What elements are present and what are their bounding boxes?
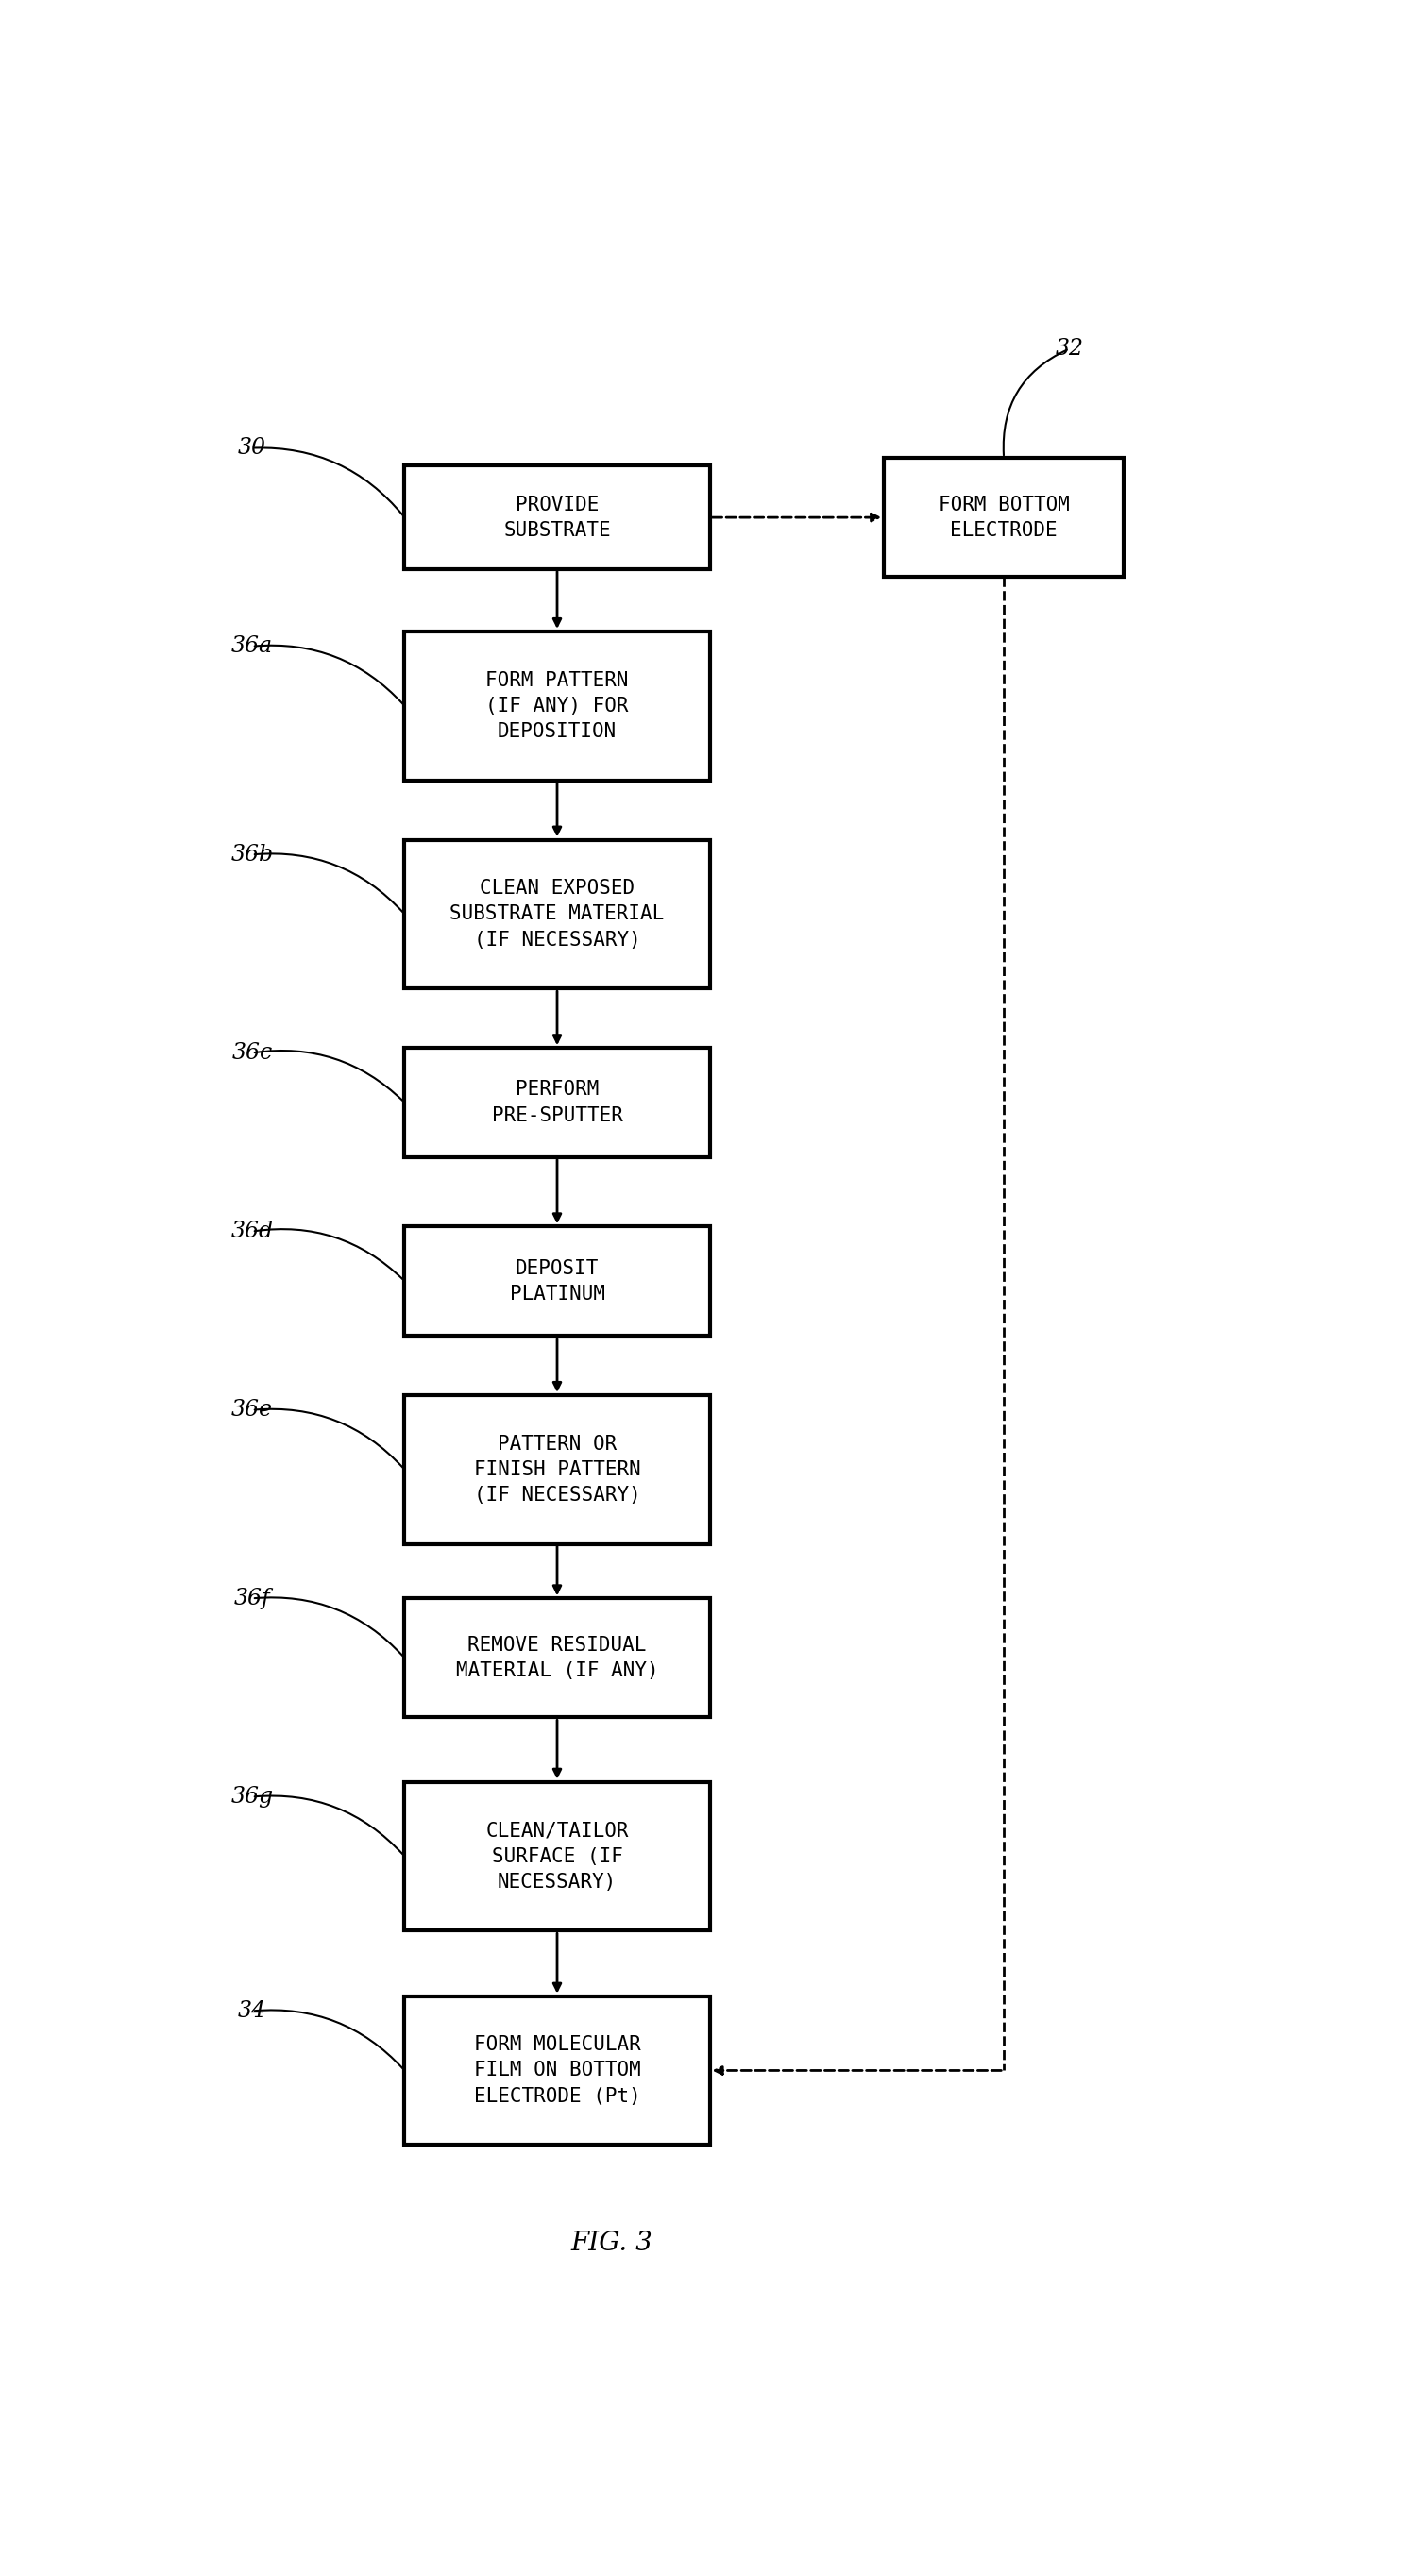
Text: 34: 34	[238, 1999, 266, 2022]
Text: PATTERN OR
FINISH PATTERN
(IF NECESSARY): PATTERN OR FINISH PATTERN (IF NECESSARY)	[474, 1435, 641, 1504]
Text: 36g: 36g	[231, 1785, 273, 1808]
Bar	[405, 466, 710, 569]
Text: REMOVE RESIDUAL
MATERIAL (IF ANY): REMOVE RESIDUAL MATERIAL (IF ANY)	[456, 1636, 658, 1680]
Text: 32: 32	[1054, 337, 1084, 361]
Text: 36a: 36a	[231, 636, 273, 657]
Text: 36b: 36b	[231, 845, 273, 866]
Bar	[405, 631, 710, 781]
Text: 36c: 36c	[232, 1043, 273, 1064]
Text: PERFORM
PRE-SPUTTER: PERFORM PRE-SPUTTER	[492, 1079, 623, 1126]
Bar	[405, 1597, 710, 1718]
Text: FORM MOLECULAR
FILM ON BOTTOM
ELECTRODE (Pt): FORM MOLECULAR FILM ON BOTTOM ELECTRODE …	[474, 2035, 641, 2105]
Bar	[405, 1996, 710, 2146]
Bar	[405, 1226, 710, 1334]
Bar	[405, 840, 710, 989]
Bar	[884, 459, 1123, 577]
Text: FORM PATTERN
(IF ANY) FOR
DEPOSITION: FORM PATTERN (IF ANY) FOR DEPOSITION	[485, 670, 628, 742]
Text: 36d: 36d	[231, 1221, 273, 1242]
Text: 30: 30	[238, 438, 266, 459]
Text: 36e: 36e	[231, 1399, 273, 1422]
Text: PROVIDE
SUBSTRATE: PROVIDE SUBSTRATE	[503, 495, 610, 538]
Bar	[405, 1048, 710, 1157]
Bar	[405, 1396, 710, 1543]
Text: CLEAN/TAILOR
SURFACE (IF
NECESSARY): CLEAN/TAILOR SURFACE (IF NECESSARY)	[485, 1821, 628, 1891]
Text: CLEAN EXPOSED
SUBSTRATE MATERIAL
(IF NECESSARY): CLEAN EXPOSED SUBSTRATE MATERIAL (IF NEC…	[450, 878, 665, 948]
Text: FORM BOTTOM
ELECTRODE: FORM BOTTOM ELECTRODE	[938, 495, 1070, 538]
Text: FIG. 3: FIG. 3	[571, 2231, 652, 2257]
Text: 36f: 36f	[233, 1587, 270, 1610]
Text: DEPOSIT
PLATINUM: DEPOSIT PLATINUM	[509, 1260, 605, 1303]
Bar	[405, 1783, 710, 1929]
